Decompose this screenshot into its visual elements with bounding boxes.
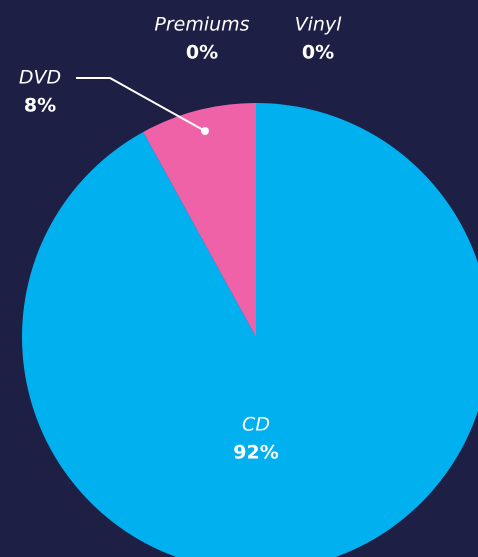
slice-category-label: Vinyl <box>295 14 343 36</box>
leader-line <box>76 77 206 132</box>
slice-value-label: 0% <box>302 42 334 64</box>
pie-slice <box>22 103 478 557</box>
slice-category-label: Premiums <box>154 14 249 36</box>
slice-value-label: 0% <box>186 42 218 64</box>
slice-value-label: 8% <box>24 95 56 117</box>
leader-dot <box>201 127 209 135</box>
slice-category-label: CD <box>242 414 270 436</box>
pie-slice <box>143 103 256 337</box>
slice-category-label: DVD <box>19 67 61 89</box>
slice-value-label: 92% <box>233 442 278 464</box>
